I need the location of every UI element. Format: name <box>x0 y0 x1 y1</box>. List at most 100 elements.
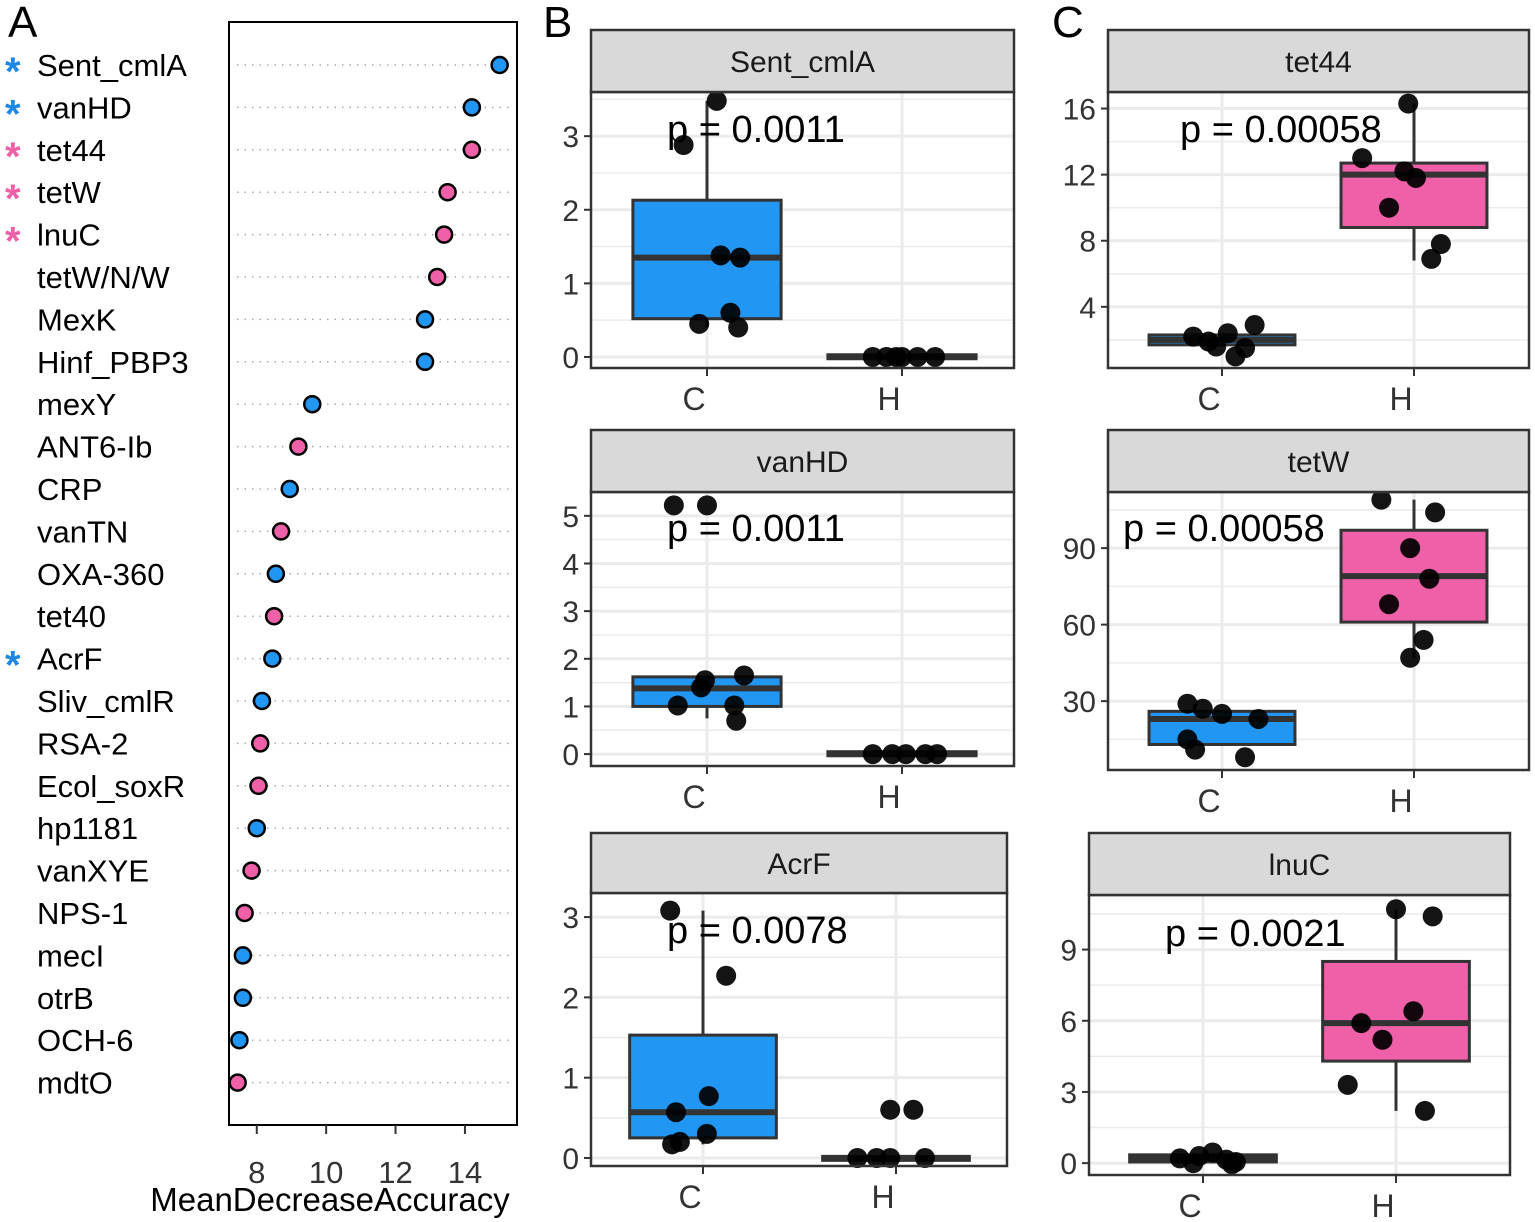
panel-a-category-label: AcrF <box>37 642 102 677</box>
data-point <box>1379 594 1400 615</box>
panel-a-category-label: tetW <box>37 175 101 210</box>
panel-a-category-label: tet44 <box>37 133 106 168</box>
data-point <box>1217 323 1238 344</box>
panel-a-category-label: otrB <box>37 981 94 1016</box>
y-tick-label: 5 <box>562 501 579 534</box>
panel-a-dot <box>462 98 482 117</box>
y-tick-label: 1 <box>562 1063 579 1096</box>
data-point <box>1248 708 1269 729</box>
y-tick-label: 2 <box>562 195 579 228</box>
data-point <box>724 695 745 716</box>
panel-a-category-label: tet40 <box>37 599 106 634</box>
data-point <box>698 1086 719 1107</box>
panel-a-star: * <box>5 135 21 179</box>
x-tick-label: H <box>877 381 900 417</box>
data-point <box>663 495 684 516</box>
panel-a-dot <box>233 988 253 1008</box>
data-point <box>726 710 747 731</box>
box-panel: 30 60 90 p = 0.00058 tetW C H <box>1063 428 1531 819</box>
data-point <box>1183 1153 1204 1174</box>
panel-a-dot <box>247 818 267 838</box>
panel-label-a: A <box>8 0 38 47</box>
data-point <box>862 744 883 765</box>
data-point <box>1192 698 1213 719</box>
data-point <box>1185 739 1206 760</box>
y-tick-label: 3 <box>562 596 579 629</box>
facet-strip <box>589 831 1009 895</box>
panel-a-x-ticks: 8 10 12 14 <box>248 1125 482 1190</box>
panel-a-category-label: mdtO <box>37 1066 113 1101</box>
panel-a-category-label: Hinf_PBP3 <box>37 345 189 380</box>
data-point <box>1400 647 1421 668</box>
panel-a-category-label: tetW/N/W <box>37 260 170 295</box>
panel-a-category-label: Sent_cmlA <box>37 48 187 83</box>
x-tick-label: H <box>1389 783 1412 819</box>
data-point <box>1430 234 1451 255</box>
panel-a-star: * <box>5 92 21 136</box>
panel-a-dot <box>233 946 253 965</box>
data-point <box>1421 248 1442 269</box>
y-tick-label: 12 <box>1063 160 1096 193</box>
y-tick-label: 3 <box>562 121 579 154</box>
y-tick-label: 0 <box>562 342 579 375</box>
data-point <box>1386 899 1406 920</box>
data-point <box>1425 502 1446 523</box>
y-tick-label: 90 <box>1063 533 1096 566</box>
facet-strip <box>589 28 1016 94</box>
data-point <box>710 245 731 266</box>
panel-label-b: B <box>543 0 572 47</box>
data-point <box>1225 346 1246 367</box>
x-tick-label: C <box>682 779 705 815</box>
x-tick-label: H <box>1371 1188 1394 1222</box>
data-point <box>734 665 755 686</box>
data-point <box>1400 538 1421 559</box>
panel-background <box>1108 92 1529 368</box>
data-point <box>927 744 948 765</box>
y-tick-label: 9 <box>1060 935 1077 968</box>
y-tick-label: 3 <box>562 902 579 935</box>
panel-a-category-label: OCH-6 <box>37 1023 133 1058</box>
box-C <box>628 1033 778 1140</box>
data-point <box>1413 629 1434 650</box>
data-point <box>847 1147 868 1168</box>
facet-title: lnuC <box>1269 849 1331 882</box>
panel-a-category-label: CRP <box>37 472 102 507</box>
panel-a-x-tick-label: 12 <box>378 1155 412 1190</box>
box-H <box>1321 959 1471 1063</box>
panel-a-dot <box>438 182 457 202</box>
y-tick-label: 2 <box>562 644 579 677</box>
data-point <box>914 1147 935 1168</box>
x-tick-label: C <box>678 1179 701 1215</box>
facet-strip <box>589 428 1016 494</box>
panel-a-dot <box>289 437 308 456</box>
panel-a-category-label: mexY <box>37 387 116 422</box>
x-tick-label: H <box>871 1179 894 1215</box>
box-panel: 0 1 2 3 4 5 p = 0.0011 vanHD C H <box>562 428 1016 815</box>
panel-a-dot <box>271 522 291 541</box>
panel-a-dot <box>263 649 282 668</box>
y-tick-label: 16 <box>1063 94 1096 127</box>
y-tick-label: 4 <box>1079 292 1096 325</box>
panel-a-dot <box>250 734 270 753</box>
panel-a-dot <box>415 352 435 372</box>
facet-strip <box>1087 831 1512 897</box>
data-point <box>1379 197 1400 218</box>
box-panel: 0 1 2 3 p = 0.0078 AcrF C H <box>562 831 1009 1215</box>
data-point <box>667 695 688 716</box>
data-point <box>1371 489 1392 510</box>
panel-a-stars: ****** <box>5 50 21 688</box>
data-point <box>1405 167 1426 188</box>
y-tick-label: 4 <box>562 548 579 581</box>
p-value-label: p = 0.00058 <box>1180 109 1382 151</box>
panel-a-dot <box>252 691 272 711</box>
panel-a-category-label: Ecol_soxR <box>37 769 185 804</box>
data-point <box>665 1102 686 1123</box>
panel-a-x-tick-label: 14 <box>448 1155 482 1190</box>
x-tick-label: H <box>1389 381 1412 417</box>
p-value-label: p = 0.0078 <box>667 910 848 952</box>
y-tick-label: 0 <box>562 1143 579 1176</box>
x-tick-label: C <box>1197 381 1220 417</box>
data-point <box>1403 1001 1424 1022</box>
y-tick-label: 6 <box>1060 1006 1077 1039</box>
